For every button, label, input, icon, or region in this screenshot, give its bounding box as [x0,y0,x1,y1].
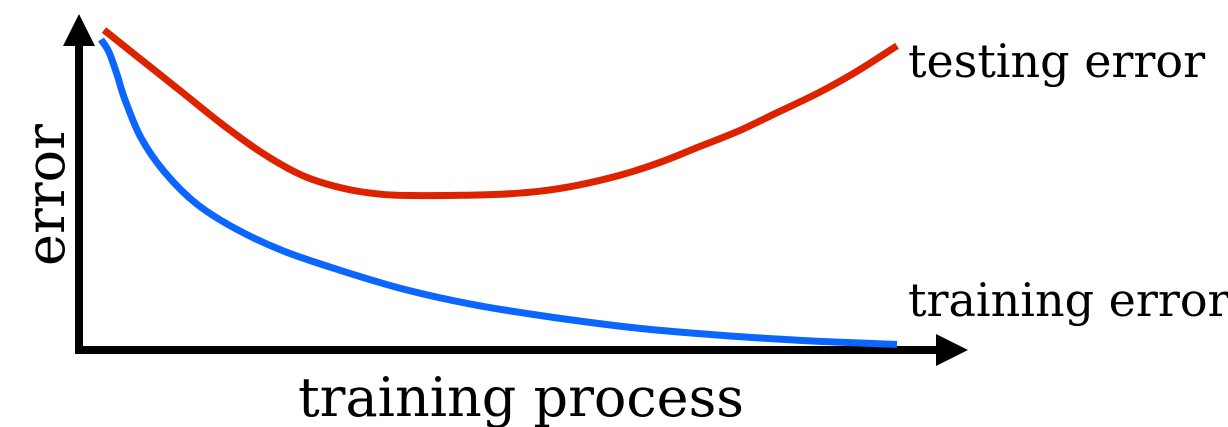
training-error-line [98,37,898,348]
y-axis-arrow [63,14,95,46]
series-layer [98,27,899,348]
x-axis-arrow [936,334,968,366]
training-error-label: training error [908,273,1228,327]
axes [63,14,968,366]
testing-error-label: testing error [908,34,1205,88]
x-axis-title: training process [298,366,744,427]
testing-error-line [101,27,899,200]
y-axis-title: error [14,124,77,266]
